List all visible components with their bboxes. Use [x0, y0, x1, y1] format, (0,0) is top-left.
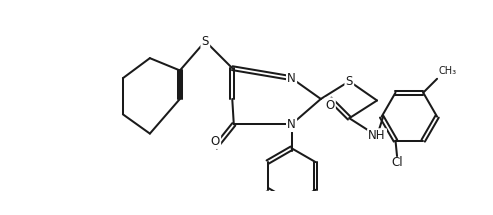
Text: O: O: [325, 99, 335, 112]
Text: N: N: [287, 118, 296, 131]
Text: NH: NH: [368, 129, 386, 142]
Text: S: S: [346, 75, 353, 88]
Text: Cl: Cl: [391, 156, 403, 169]
Text: O: O: [211, 135, 220, 148]
Text: N: N: [287, 72, 296, 85]
Text: S: S: [202, 35, 209, 48]
Text: CH₃: CH₃: [439, 66, 457, 76]
